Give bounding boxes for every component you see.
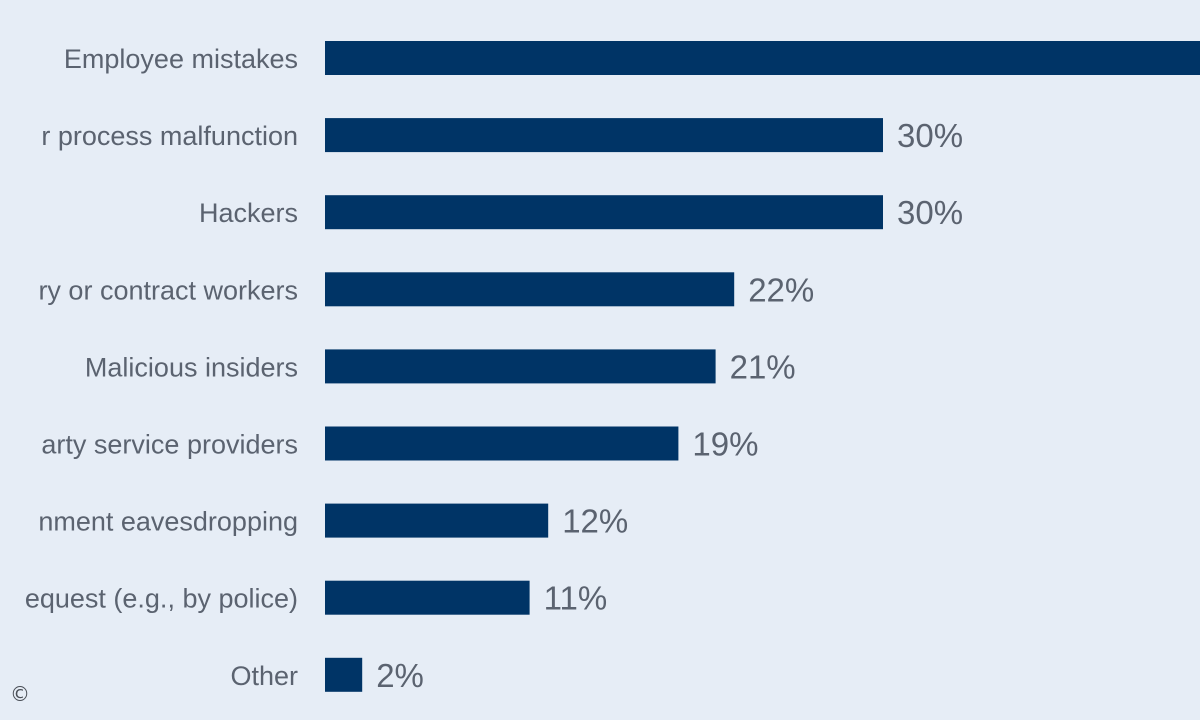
category-label: equest (e.g., by police) [25,584,298,614]
category-label: nment eavesdropping [38,507,298,537]
category-label: ry or contract workers [38,275,298,305]
value-label: 19% [692,426,758,463]
value-label: 2% [376,657,424,694]
bar [325,426,679,461]
value-label: 12% [562,503,628,540]
category-label: Malicious insiders [85,352,298,382]
bar [325,195,883,230]
value-label: 11% [544,580,608,617]
category-label: Employee mistakes [64,44,298,74]
copyright-icon: © [10,682,30,706]
bar [325,580,530,615]
bar [325,657,363,692]
category-label: Hackers [199,198,298,228]
bar [325,503,549,538]
bar [325,272,735,307]
value-label: 30% [897,194,963,231]
bar [325,41,1200,75]
bar [325,349,716,384]
category-label: arty service providers [41,430,298,460]
bar [325,118,883,153]
value-label: 30% [897,117,963,154]
category-label: Other [230,661,298,691]
value-label: 22% [748,271,814,308]
category-label: r process malfunction [41,121,298,151]
value-label: 21% [730,348,796,385]
